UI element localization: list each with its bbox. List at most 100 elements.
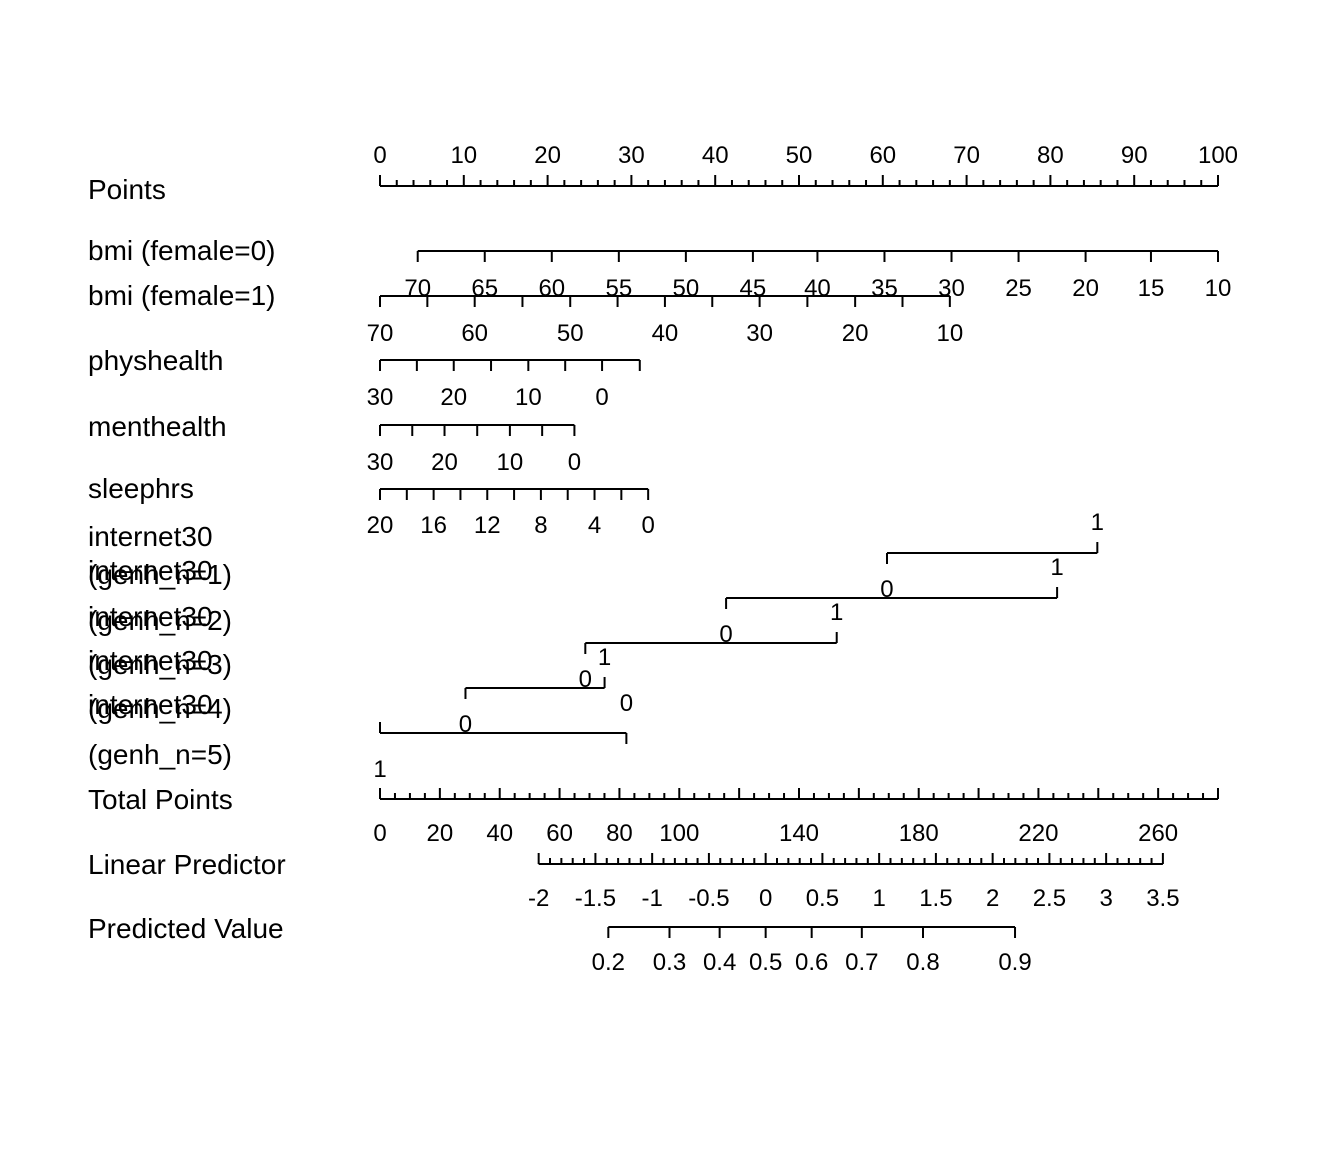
axis-title-sleephrs: sleephrs	[88, 473, 194, 504]
tick-label: 55	[605, 275, 632, 302]
tick-label: -2	[528, 885, 549, 912]
tick-label: 70	[367, 320, 394, 347]
tick-label: 50	[786, 142, 813, 169]
tick-label-one: 1	[830, 599, 843, 626]
internet30-label-line: (genh_n=5)	[88, 739, 232, 770]
tick-label-zero: 0	[579, 666, 592, 693]
axis-title-bmi-female-1: bmi (female=1)	[88, 280, 276, 311]
tick-label: 40	[486, 820, 513, 847]
tick-label: 0	[595, 384, 608, 411]
tick-label-zero: 0	[620, 690, 633, 717]
tick-label: 60	[538, 275, 565, 302]
axis-sleephrs: 20 16 12 8 4 0	[367, 488, 655, 539]
tick-label: 0.5	[806, 885, 839, 912]
tick-label: -1	[641, 885, 662, 912]
tick-label: 40	[652, 320, 679, 347]
tick-label: 20	[427, 820, 454, 847]
internet30-label-line: (genh_n=4)	[88, 693, 232, 724]
tick-label: 0.6	[795, 949, 828, 976]
tick-label-one: 1	[1050, 554, 1063, 581]
tick-label: 0.9	[998, 949, 1031, 976]
tick-label: 25	[1005, 275, 1032, 302]
tick-label: 0.8	[906, 949, 939, 976]
tick-label: 30	[618, 142, 645, 169]
tick-label: 10	[497, 449, 524, 476]
tick-label: 30	[938, 275, 965, 302]
tick-label: 0.3	[653, 949, 686, 976]
tick-label: 0.4	[703, 949, 736, 976]
tick-label: 4	[588, 512, 601, 539]
tick-label: 30	[746, 320, 773, 347]
tick-label: 0.7	[845, 949, 878, 976]
tick-label: 40	[702, 142, 729, 169]
internet30-axis-genh-5: 10	[373, 690, 633, 783]
tick-label-zero: 0	[459, 711, 472, 738]
tick-label: 10	[1205, 275, 1232, 302]
axis-title-total-points: Total Points	[88, 784, 233, 815]
tick-label: 65	[471, 275, 498, 302]
tick-label: 1.5	[919, 885, 952, 912]
internet30-label-line: internet30	[88, 521, 213, 552]
axis-title-physhealth: physhealth	[88, 345, 223, 376]
tick-label: 0.2	[592, 949, 625, 976]
axis-title-linear-predictor: Linear Predictor	[88, 849, 286, 880]
internet30-label-line: internet30	[88, 689, 213, 720]
axis-predicted-value: 0.2 0.3 0.4 0.5 0.6 0.7 0.8 0.9	[592, 926, 1032, 976]
tick-label: 140	[779, 820, 819, 847]
axis-title-bmi-female-0: bmi (female=0)	[88, 235, 276, 266]
tick-label: 20	[367, 512, 394, 539]
tick-label: 45	[740, 275, 767, 302]
tick-label: 20	[1072, 275, 1099, 302]
axis-title-predicted-value: Predicted Value	[88, 913, 284, 944]
internet30-axis-genh-1: 01	[880, 509, 1104, 603]
variable-labels: Points bmi (female=0) bmi (female=1) physhe…	[88, 174, 286, 944]
tick-label: 12	[474, 512, 501, 539]
tick-label: 1	[872, 885, 885, 912]
tick-label: -1.5	[575, 885, 616, 912]
tick-label: 60	[869, 142, 896, 169]
tick-label: 100	[659, 820, 699, 847]
axis-total-points: 0 20 40 60 80 100 140 180 220 260	[373, 788, 1219, 847]
tick-label: 80	[606, 820, 633, 847]
tick-label: 0	[568, 449, 581, 476]
tick-label: 0.5	[749, 949, 782, 976]
axis-menthealth: 30 20 10 0	[367, 424, 581, 476]
internet30-axis-genh-2: 01	[719, 554, 1063, 648]
tick-label: 60	[546, 820, 573, 847]
internet30-axis-genh-4: 01	[459, 644, 611, 738]
tick-label-zero: 0	[880, 576, 893, 603]
tick-label: 60	[461, 320, 488, 347]
tick-label: 3.5	[1146, 885, 1179, 912]
tick-label: 50	[557, 320, 584, 347]
tick-label: 30	[367, 384, 394, 411]
tick-label: 50	[673, 275, 700, 302]
internet30-label-line: internet30	[88, 555, 213, 586]
tick-label: 10	[515, 384, 542, 411]
internet30-label-line: internet30	[88, 645, 213, 676]
tick-label: 20	[440, 384, 467, 411]
tick-label: 70	[953, 142, 980, 169]
tick-label: 180	[899, 820, 939, 847]
tick-label: 0	[759, 885, 772, 912]
tick-label: 16	[420, 512, 447, 539]
axis-linear-predictor: -2 -1.5 -1 -0.5 0 0.5 1 1.5 2 2.5 3 3.5	[528, 853, 1180, 912]
tick-label: 20	[431, 449, 458, 476]
axis-bmi-female-0: 70 65 60 55 50 45 40 35 30 25 20 15 10	[404, 250, 1232, 302]
tick-label: 10	[936, 320, 963, 347]
tick-label: 220	[1018, 820, 1058, 847]
axis-points: 0 10 20 30 40 50 60 70 80 90 100	[373, 142, 1238, 187]
tick-label: 2	[986, 885, 999, 912]
tick-label: 90	[1121, 142, 1148, 169]
axis-title-menthealth: menthealth	[88, 411, 227, 442]
tick-label: 20	[842, 320, 869, 347]
axis-title-points: Points	[88, 174, 166, 205]
tick-label-one: 1	[598, 644, 611, 671]
internet30-label-line: (genh_n=2)	[88, 605, 232, 636]
internet30-label-line: (genh_n=1)	[88, 559, 232, 590]
internet30-axis-genh-3: 01	[579, 599, 844, 693]
tick-label-one: 1	[1091, 509, 1104, 536]
tick-label: -0.5	[688, 885, 729, 912]
internet30-label-line: internet30	[88, 601, 213, 632]
